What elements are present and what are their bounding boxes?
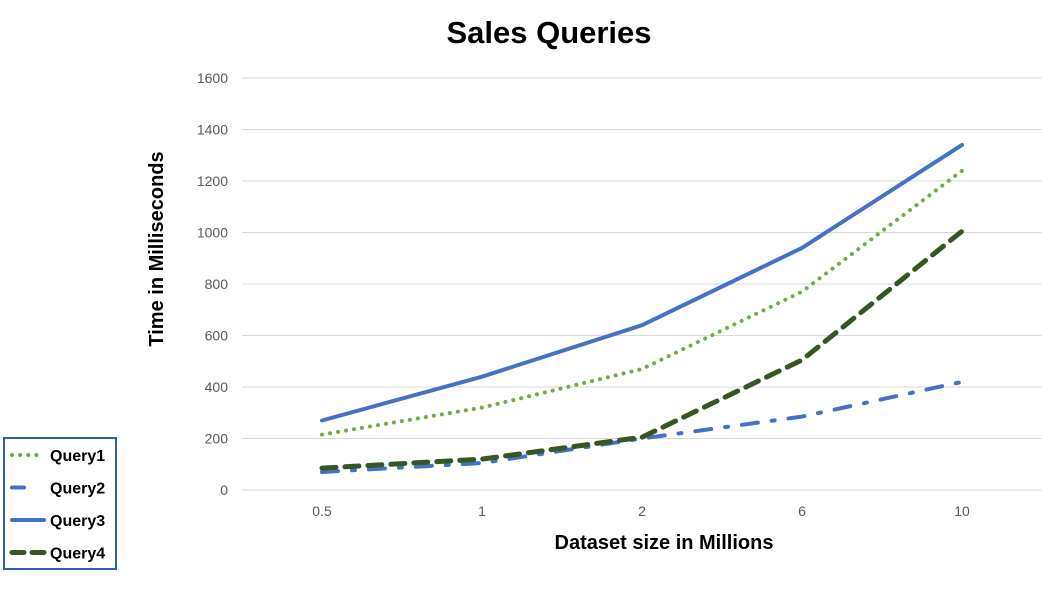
y-tick-label: 200 [205,431,229,447]
y-tick-label: 1000 [197,225,228,241]
y-tick-label: 0 [220,482,228,498]
x-tick-label: 10 [954,503,970,519]
gridlines [242,77,1042,491]
legend: Query1 Query2 Query3 Query4 [3,437,117,570]
y-tick-labels: 0 200 400 600 800 1000 1200 1400 1600 [197,70,228,498]
y-tick-label: 800 [205,276,229,292]
series-line-query3 [320,142,964,423]
legend-label: Query4 [50,546,105,563]
series-line-query4 [319,228,965,471]
x-axis-title: Dataset size in Millions [555,532,774,554]
chart-title: Sales Queries [446,15,651,50]
y-tick-label: 1600 [197,70,228,86]
y-tick-label: 600 [205,328,229,344]
legend-label: Query3 [50,513,105,530]
y-tick-label: 1200 [197,173,228,189]
x-tick-label: 1 [478,503,486,519]
legend-label: Query2 [50,481,105,498]
x-tick-labels: 0.5 1 2 6 10 [312,503,970,519]
x-tick-label: 6 [798,503,806,519]
y-tick-label: 1400 [197,122,228,138]
series-line-query2 [320,379,964,474]
series-lines [319,142,965,474]
y-tick-label: 400 [205,379,229,395]
legend-box [3,437,117,570]
y-axis-title: Time in Milliseconds [146,151,168,346]
legend-label: Query1 [50,448,105,465]
x-tick-label: 0.5 [312,503,332,519]
x-tick-label: 2 [638,503,646,519]
